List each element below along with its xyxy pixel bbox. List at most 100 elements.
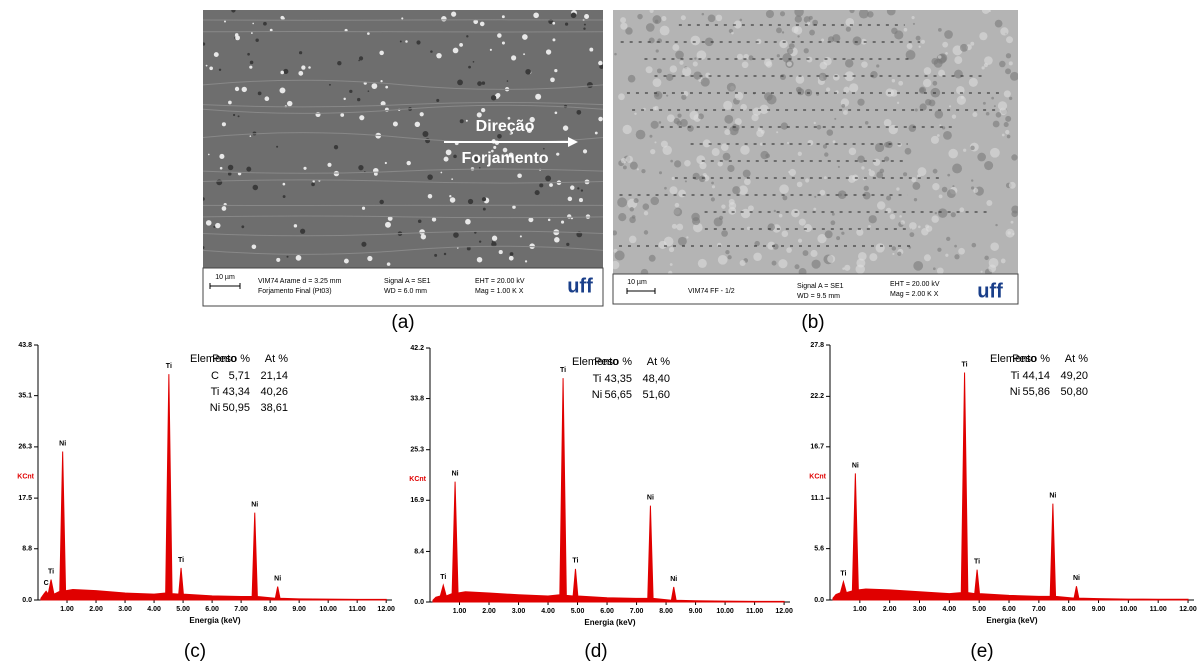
texture [753, 252, 762, 262]
table-cell: 49,20 [1060, 370, 1088, 382]
peak-label: Ti [48, 568, 54, 575]
particle [387, 216, 393, 221]
texture [917, 167, 927, 177]
info-bar [202, 267, 604, 307]
particle [534, 190, 540, 196]
texture [1005, 68, 1012, 75]
texture [825, 87, 831, 92]
particle [489, 48, 492, 51]
texture [739, 18, 743, 22]
texture [680, 119, 688, 127]
particle [431, 217, 437, 222]
texture [923, 254, 931, 262]
particle [476, 112, 482, 118]
texture [771, 260, 777, 266]
texture [809, 29, 815, 36]
texture [900, 220, 905, 225]
table-cell: 55,86 [1022, 386, 1050, 398]
info-text: Mag = 1.00 K X [475, 288, 524, 295]
texture [781, 31, 785, 34]
y-axis-label: KCnt [409, 476, 426, 483]
particle [582, 149, 588, 154]
y-tick-label: 0.0 [22, 597, 32, 604]
texture [827, 36, 835, 43]
texture [669, 65, 678, 73]
particle [298, 51, 303, 55]
texture [982, 101, 986, 105]
grain-line [203, 168, 603, 174]
texture [740, 145, 750, 155]
texture [1008, 61, 1013, 66]
texture [954, 254, 960, 260]
texture [931, 215, 939, 223]
particle [554, 69, 558, 73]
texture [684, 180, 687, 183]
texture [844, 59, 854, 68]
texture [1012, 232, 1015, 236]
texture [1009, 71, 1018, 81]
texture [943, 130, 952, 140]
info-text: Forjamento Final (Pt03) [258, 288, 332, 295]
particle [203, 42, 206, 46]
particle [493, 145, 497, 149]
texture [849, 10, 855, 14]
texture [778, 259, 788, 269]
particle [293, 224, 298, 228]
particle [287, 100, 293, 107]
particle [221, 122, 226, 127]
spectrum [432, 378, 785, 603]
particle [528, 217, 534, 223]
texture [995, 223, 998, 227]
particle [490, 95, 497, 101]
texture [803, 224, 812, 233]
particle [280, 70, 285, 75]
particle [545, 175, 552, 182]
texture [697, 113, 704, 120]
texture [896, 101, 900, 105]
logo: uff [567, 275, 593, 297]
texture [915, 35, 921, 41]
texture [945, 253, 949, 257]
x-tick-label: 1.00 [453, 608, 467, 615]
texture [618, 93, 625, 101]
texture [858, 10, 869, 19]
particle [599, 64, 603, 69]
texture [658, 240, 667, 249]
texture [692, 61, 698, 67]
texture [984, 161, 994, 171]
texture [979, 32, 988, 41]
peak-label: Ti [166, 363, 172, 370]
texture [934, 110, 944, 119]
x-axis-label: Energia (keV) [189, 616, 240, 625]
texture [729, 125, 739, 136]
texture [918, 225, 921, 229]
x-tick-label: 5.00 [571, 608, 585, 615]
table-header: At % [647, 356, 670, 368]
texture [655, 49, 659, 53]
particle [427, 174, 433, 180]
particle [367, 255, 373, 262]
texture [830, 220, 836, 226]
texture [781, 230, 789, 238]
texture [981, 10, 990, 14]
particle [529, 116, 535, 123]
texture [814, 195, 817, 198]
texture [779, 11, 786, 17]
texture [622, 165, 627, 170]
texture [832, 140, 836, 144]
particle [589, 47, 594, 52]
x-tick-label: 7.00 [630, 608, 644, 615]
texture [782, 195, 788, 201]
texture [733, 20, 742, 29]
texture [629, 216, 636, 224]
texture [759, 142, 764, 146]
texture [884, 141, 890, 148]
particle [361, 206, 366, 210]
annotation: Forjamento [461, 150, 548, 167]
texture [732, 186, 741, 195]
texture [842, 267, 845, 270]
particle [215, 222, 221, 229]
texture [715, 14, 723, 22]
texture [629, 207, 635, 212]
texture [990, 147, 1000, 158]
